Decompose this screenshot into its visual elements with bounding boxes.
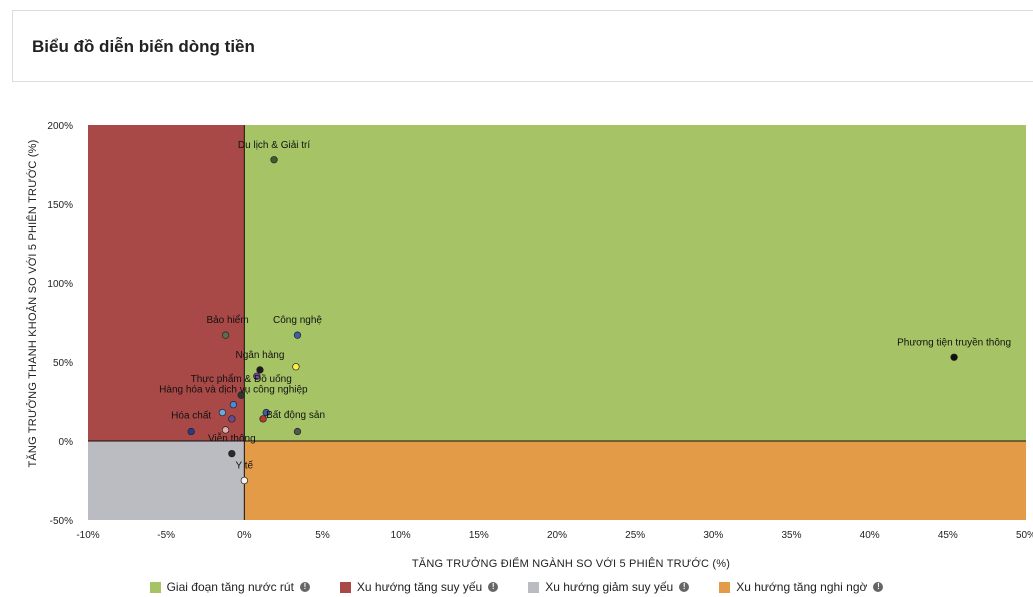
- x-tick-label: 10%: [391, 530, 411, 541]
- x-tick-label: 50%: [1016, 530, 1033, 541]
- y-tick-label: 200%: [47, 121, 73, 132]
- info-icon[interactable]: !: [299, 582, 310, 592]
- data-point: [228, 449, 236, 458]
- legend-item-weakening-uptrend[interactable]: Xu hướng tăng suy yếu !: [339, 578, 499, 596]
- legend-label: Xu hướng tăng nghi ngờ: [736, 580, 868, 594]
- quadrant-sprint: [244, 125, 1027, 441]
- data-point: [218, 408, 227, 417]
- point-label: Ngân hàng: [235, 350, 284, 361]
- x-tick-label: 0%: [237, 530, 252, 541]
- data-point: [229, 401, 238, 409]
- x-tick-label: 15%: [469, 530, 489, 541]
- legend-swatch: [528, 581, 540, 593]
- x-tick-label: 35%: [781, 530, 801, 541]
- point-label: Thực phẩm & Đồ uống: [191, 373, 292, 385]
- point-label: Viễn thông: [208, 432, 256, 445]
- y-tick-label: 150%: [47, 200, 73, 211]
- data-point: [187, 427, 195, 436]
- x-tick-label: 40%: [860, 530, 880, 541]
- y-tick-label: 50%: [53, 358, 73, 369]
- point-label: Du lịch & Giải trí: [238, 140, 310, 151]
- info-icon[interactable]: !: [679, 582, 690, 592]
- point-label: Công nghệ: [273, 315, 322, 326]
- legend-label: Giai đoạn tăng nước rút: [166, 580, 294, 594]
- legend-label: Xu hướng tăng suy yếu: [356, 580, 483, 594]
- legend-swatch: [719, 581, 731, 593]
- point-label: Phương tiện truyền thông: [897, 336, 1011, 348]
- data-point: [253, 372, 261, 380]
- info-icon[interactable]: !: [488, 582, 499, 592]
- legend-swatch: [149, 581, 161, 593]
- quadrant-weakening-uptrend: [88, 125, 245, 441]
- data-point: [292, 363, 300, 371]
- data-point: [950, 353, 958, 361]
- legend-item-weakening-downtrend[interactable]: Xu hướng giảm suy yếu !: [528, 578, 690, 596]
- legend-label: Xu hướng giảm suy yếu: [545, 580, 674, 594]
- quadrant-doubtful-uptrend: [244, 441, 1027, 520]
- data-point: [228, 415, 236, 423]
- data-point: [221, 426, 230, 434]
- x-tick-label: -10%: [76, 530, 99, 541]
- x-tick-label: 30%: [703, 530, 723, 541]
- y-tick-label: 0%: [59, 437, 74, 448]
- data-point: [237, 391, 245, 399]
- y-tick-label: -50%: [50, 516, 73, 527]
- legend-item-sprint[interactable]: Giai đoạn tăng nước rút !: [149, 578, 310, 596]
- x-tick-label: -5%: [157, 530, 175, 541]
- page-title: Biểu đồ diễn biến dòng tiền: [32, 37, 255, 56]
- data-point: [256, 366, 264, 374]
- scatter-chart: -10% -5% 0% 5% 10% 15% 20% 25% 30% 35% 40% 45% 50% -5…: [26, 121, 1033, 570]
- x-tick-label: 20%: [547, 530, 567, 541]
- x-tick-label: 5%: [315, 530, 330, 541]
- legend-item-doubtful-uptrend[interactable]: Xu hướng tăng nghi ngờ !: [719, 578, 884, 596]
- point-label: Hóa chất: [171, 410, 211, 422]
- data-point: [293, 427, 302, 436]
- data-point: [259, 415, 267, 423]
- point-label: Y tế: [236, 460, 254, 472]
- data-point: [221, 331, 230, 339]
- x-tick-label: 25%: [625, 530, 645, 541]
- legend-swatch: [339, 581, 351, 593]
- quadrant-weakening-downtrend: [88, 441, 245, 520]
- x-tick-label: 45%: [938, 530, 958, 541]
- point-label: Hàng hóa và dịch vụ công nghiệp: [159, 385, 308, 396]
- data-point: [270, 156, 278, 164]
- point-label: Bảo hiểm: [206, 314, 248, 326]
- data-point: [240, 476, 248, 485]
- data-point: [262, 408, 270, 417]
- legend: Giai đoạn tăng nước rút ! Xu hướng tăng …: [0, 578, 1033, 596]
- point-label: Bất động sản: [266, 409, 325, 421]
- y-axis-title: TĂNG TRƯỞNG THANH KHOẢN SO VỚI 5 PHIÊN T…: [26, 139, 39, 467]
- x-axis-title: TĂNG TRƯỞNG ĐIỂM NGÀNH SO VỚI 5 PHIÊN TR…: [412, 557, 730, 570]
- y-tick-label: 100%: [47, 279, 73, 290]
- info-icon[interactable]: !: [873, 582, 884, 592]
- chart-header-card: Biểu đồ diễn biến dòng tiền: [12, 10, 1033, 82]
- data-point: [293, 331, 302, 339]
